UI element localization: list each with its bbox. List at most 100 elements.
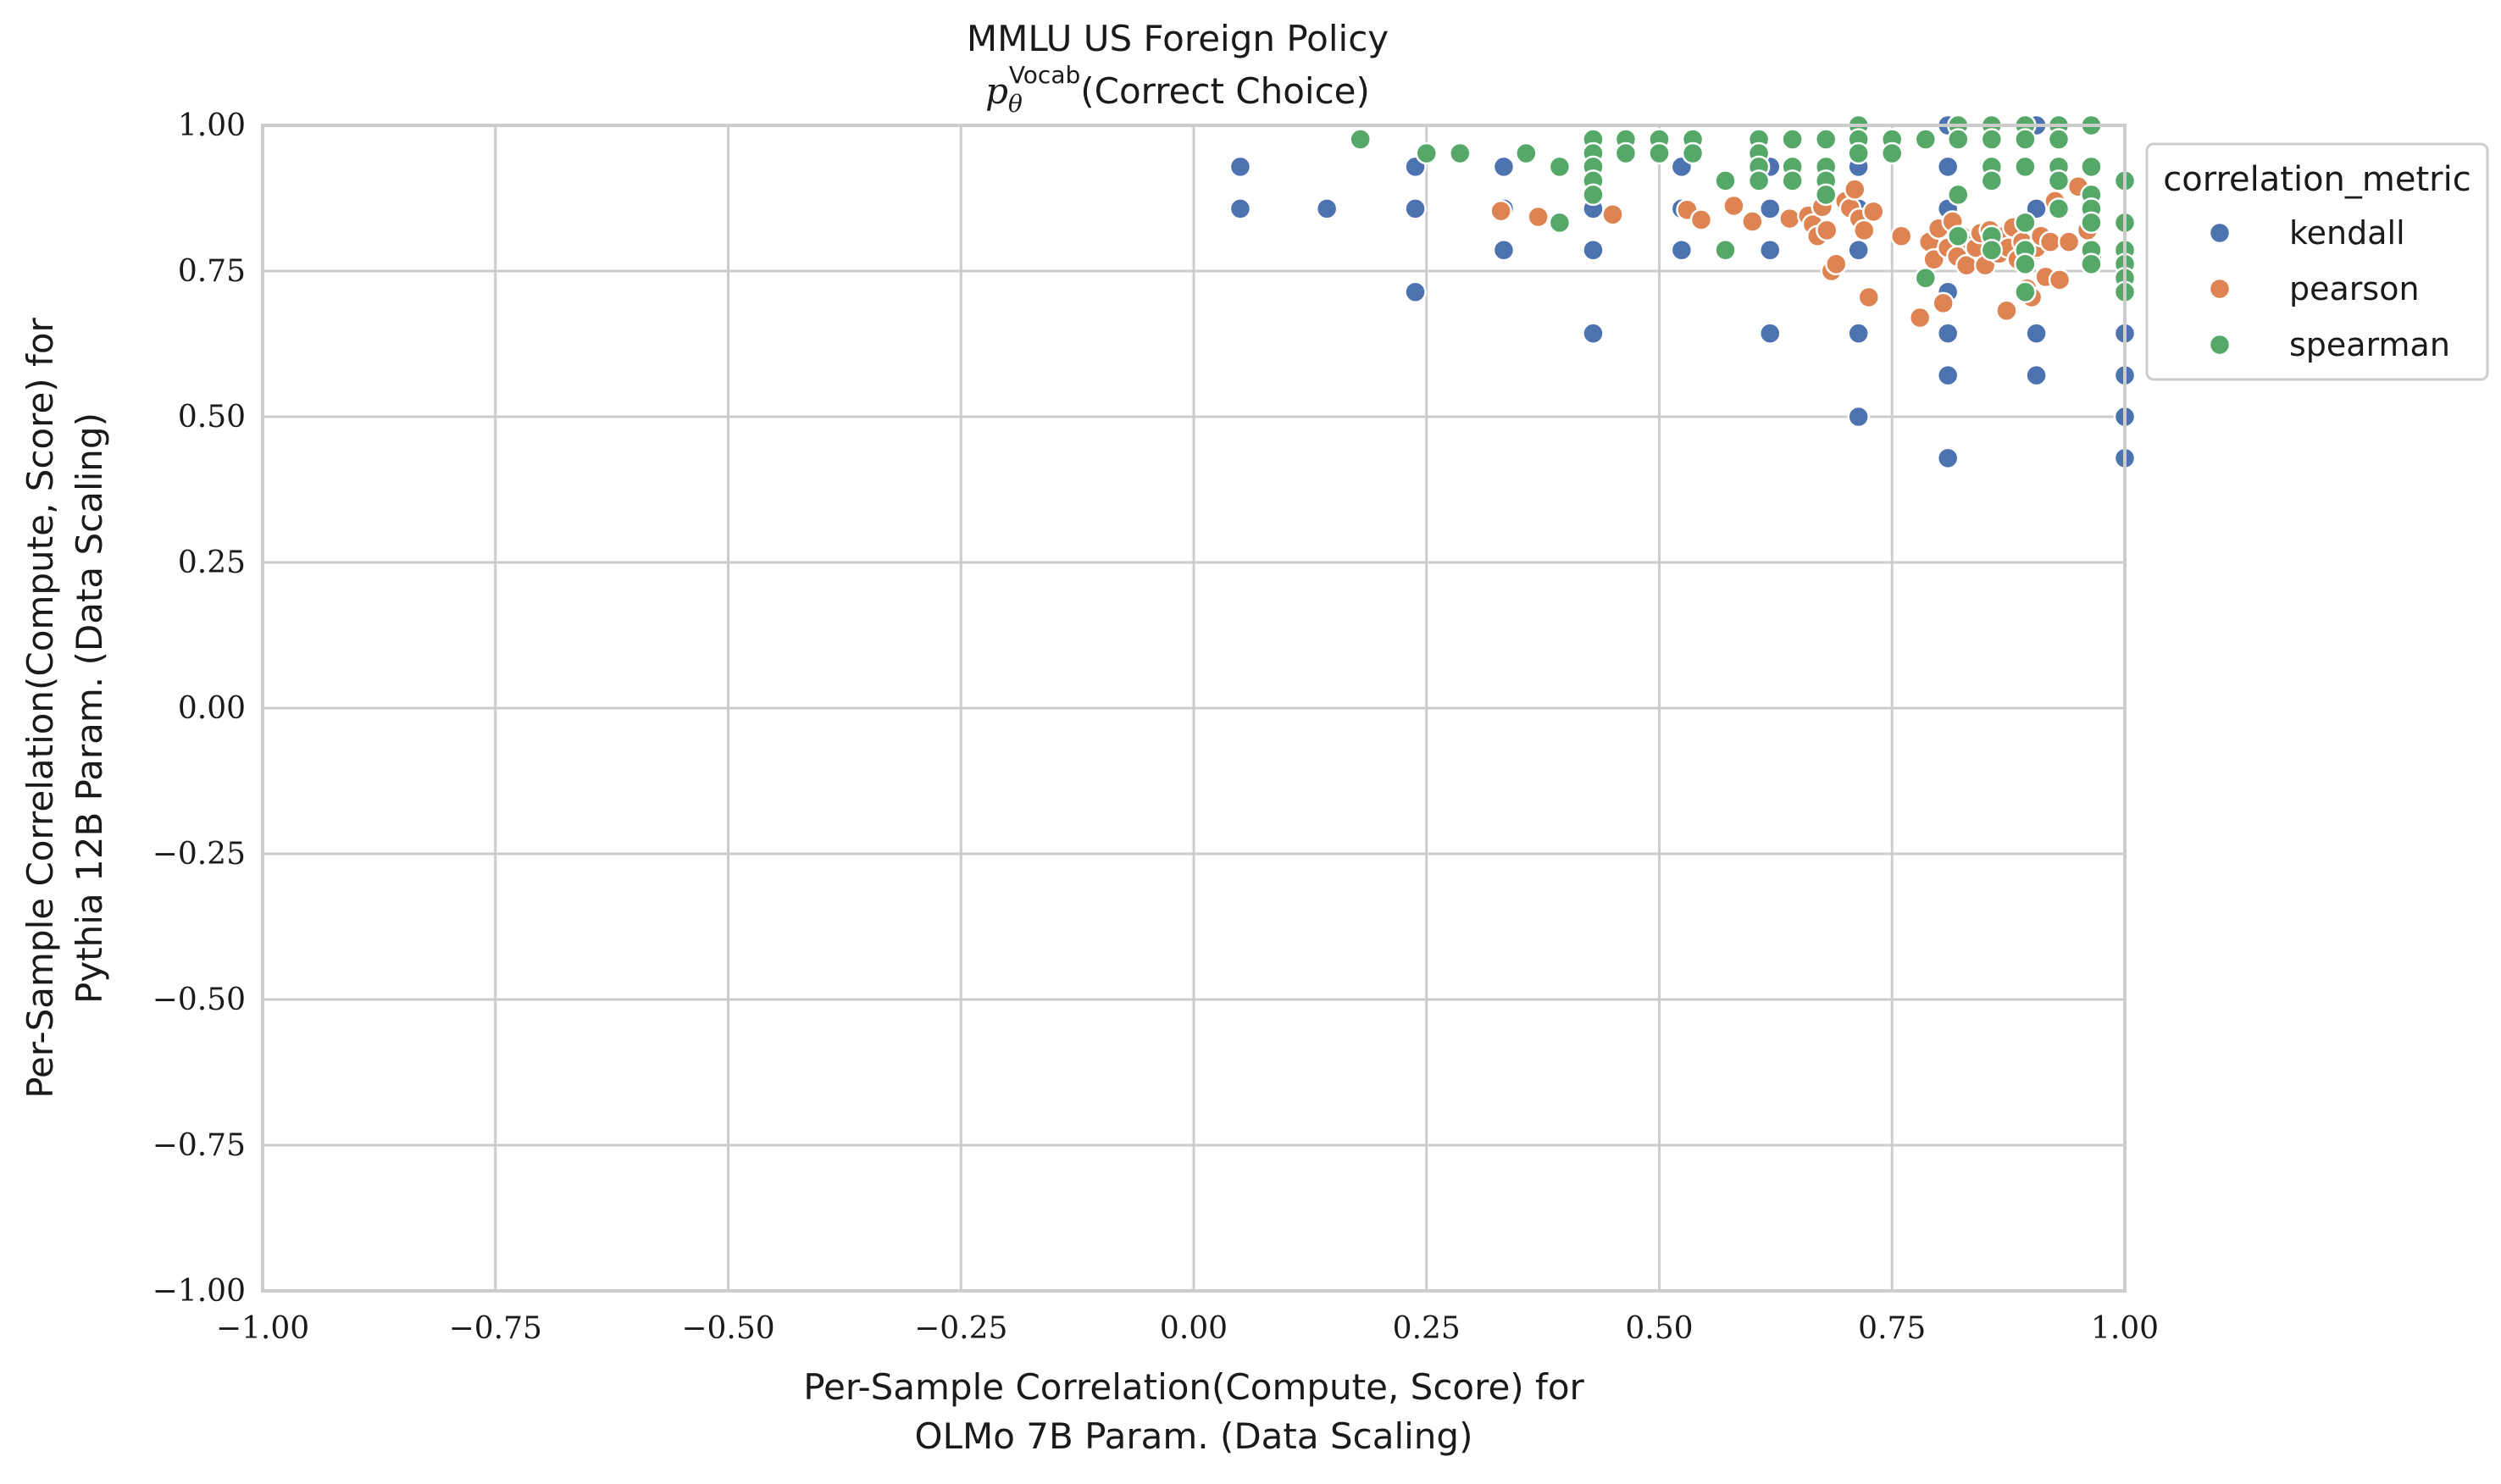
y-axis-label-line1: Per-Sample Correlation(Compute, Score) f…	[19, 317, 61, 1098]
pearson-point	[1601, 203, 1624, 226]
kendall-point	[1847, 238, 1870, 262]
grid-lines	[261, 124, 2127, 1293]
x-tick-label: 0.00	[1160, 1311, 1228, 1346]
pearson-point	[1816, 219, 1838, 242]
x-tick-label: 0.25	[1393, 1311, 1461, 1346]
x-tick-label: 0.75	[1858, 1311, 1926, 1346]
spearman-point	[2080, 155, 2103, 179]
spearman-point	[1980, 238, 2004, 262]
kendall-point	[1228, 155, 1252, 179]
y-tick-label: −0.75	[152, 1128, 246, 1163]
spearman-point	[1681, 141, 1705, 165]
kendall-point	[1404, 280, 1427, 304]
kendall-point	[1228, 197, 1252, 220]
kendall-point	[1936, 446, 1960, 470]
kendall-point	[1492, 155, 1516, 179]
kendall-point	[1759, 197, 1782, 220]
kendall-point	[1404, 197, 1427, 220]
pearson-point	[1527, 205, 1550, 229]
y-tick-label: 0.50	[178, 400, 246, 435]
pearson-point	[1741, 210, 1764, 233]
pearson-point	[2038, 230, 2062, 253]
legend-marker-kendall	[2208, 221, 2232, 245]
pearson-point	[1908, 306, 1932, 329]
spearman-point	[1980, 169, 2004, 192]
pearson-point	[1489, 199, 1512, 223]
spearman-point	[1714, 169, 1737, 192]
pearson-point	[1853, 219, 1876, 242]
legend: correlation_metric kendall pearson spearma…	[2145, 142, 2489, 381]
kendall-point	[1492, 238, 1516, 262]
legend-marker-pearson	[2208, 277, 2232, 301]
pearson-point	[1722, 194, 1745, 218]
x-tick-label: 0.50	[1625, 1311, 1693, 1346]
kendall-point	[1582, 238, 1605, 262]
kendall-point	[2025, 322, 2048, 345]
subtitle-superscript: Vocab	[1009, 61, 1080, 89]
legend-title: correlation_metric	[2163, 160, 2470, 199]
spearman-point	[1947, 224, 1970, 247]
kendall-point	[1759, 238, 1782, 262]
kendall-point	[1936, 155, 1960, 179]
spearman-point	[1714, 238, 1737, 262]
x-tick-label: −0.50	[681, 1311, 774, 1346]
spearman-point	[1582, 183, 1605, 207]
y-tick-label: −0.50	[152, 983, 246, 1017]
y-tick-label: 1.00	[178, 108, 246, 143]
legend-label-spearman: spearman	[2289, 326, 2450, 363]
y-axis-label-line2: Pythia 12B Param. (Data Scaling)	[69, 413, 110, 1004]
spearman-point	[1548, 211, 1572, 235]
kendall-point	[1936, 322, 1960, 345]
pearson-point	[1857, 285, 1881, 309]
legend-marker-spearman	[2208, 333, 2232, 357]
spearman-point	[2080, 211, 2103, 235]
pearson-point	[1689, 208, 1713, 231]
y-tick-label: 0.00	[178, 691, 246, 726]
chart-subtitle: pθVocab(Correct Choice)	[985, 61, 1370, 118]
x-tick-label: −0.75	[449, 1311, 542, 1346]
kendall-point	[1847, 405, 1870, 429]
y-tick-label: 0.75	[178, 254, 246, 289]
spearman-point	[1548, 155, 1572, 179]
spearman-point	[1781, 128, 1804, 151]
spearman-point	[1515, 141, 1538, 165]
spearman-point	[2014, 211, 2037, 235]
spearman-point	[1747, 169, 1771, 192]
pearson-point	[1995, 299, 2018, 323]
x-axis-label-line2: OLMo 7B Param. (Data Scaling)	[915, 1415, 1473, 1457]
kendall-point	[2025, 363, 2048, 387]
spearman-point	[1847, 141, 1870, 165]
chart-title: MMLU US Foreign Policy	[967, 18, 1389, 59]
legend-label-pearson: pearson	[2289, 270, 2420, 307]
spearman-point	[1781, 169, 1804, 192]
subtitle-symbol: p	[985, 70, 1008, 112]
x-tick-label: −0.25	[914, 1311, 1007, 1346]
kendall-point	[1759, 322, 1782, 345]
spearman-point	[1980, 128, 2004, 151]
pearson-point	[1844, 178, 1866, 201]
pearson-point	[2048, 269, 2071, 291]
spearman-point	[1648, 141, 1671, 165]
spearman-point	[2047, 197, 2071, 220]
pearson-point	[1862, 200, 1885, 224]
x-tick-label: 1.00	[2091, 1311, 2159, 1346]
spearman-point	[1415, 141, 1438, 165]
legend-items: kendall pearson spearman	[2208, 214, 2450, 363]
data-points	[1228, 114, 2137, 470]
spearman-point	[1881, 141, 1904, 165]
pearson-point	[1889, 224, 1913, 247]
kendall-point	[1315, 197, 1339, 220]
plot-frame	[261, 124, 2127, 1293]
spearman-point	[2047, 169, 2071, 192]
spearman-point	[1614, 141, 1638, 165]
y-tick-label: −0.25	[152, 837, 246, 872]
kendall-point	[1670, 238, 1694, 262]
spearman-point	[1914, 267, 1938, 290]
pearson-point	[1932, 291, 1955, 315]
x-tick-labels: −1.00 −0.75 −0.50 −0.25 0.00 0.25 0.50 0.75 1.00	[216, 1311, 2159, 1346]
spearman-point	[2047, 128, 2071, 151]
spearman-point	[1947, 183, 1970, 207]
series-spearman	[1349, 114, 2137, 304]
